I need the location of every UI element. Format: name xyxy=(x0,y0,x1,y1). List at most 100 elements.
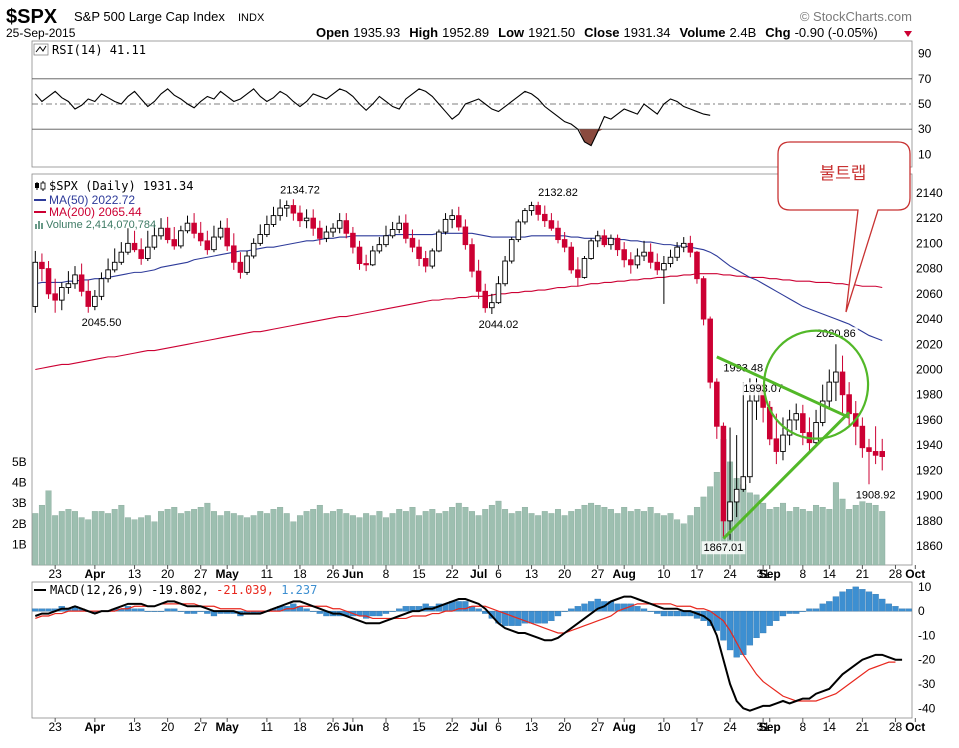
macd-histogram-bar xyxy=(760,610,767,634)
price-tick-2: 1900 xyxy=(916,489,943,503)
candle xyxy=(839,355,846,414)
candle-body xyxy=(872,451,879,456)
candle xyxy=(522,208,528,225)
volume-bar xyxy=(528,513,535,566)
macd-histogram-bar xyxy=(508,610,515,626)
x-tick-21: 24 xyxy=(723,720,737,734)
candle xyxy=(866,438,872,485)
candle xyxy=(39,253,45,282)
price-tick-0: 1860 xyxy=(916,539,943,553)
candle xyxy=(383,225,389,248)
candle xyxy=(859,417,866,458)
candle-body xyxy=(661,263,667,271)
candle xyxy=(244,250,250,275)
macd-histogram-bar xyxy=(574,606,581,612)
macd-histogram-bar xyxy=(740,610,747,656)
candle-body xyxy=(508,239,515,262)
macd-legend-part-0: MACD(12,26,9) -19.802, xyxy=(50,583,216,597)
candle xyxy=(720,422,727,538)
volume-legend-icon xyxy=(35,221,43,229)
candle xyxy=(621,242,627,268)
macd-histogram-bar xyxy=(673,610,681,617)
candle-body xyxy=(65,283,72,288)
macd-histogram-bar xyxy=(501,610,509,626)
candle xyxy=(800,404,806,446)
price-tick-8: 2020 xyxy=(916,337,943,351)
candle xyxy=(45,261,52,299)
volume-bar xyxy=(555,509,561,566)
volume-bar xyxy=(290,521,297,566)
candle xyxy=(714,378,720,439)
volume-bar xyxy=(859,500,866,566)
candle xyxy=(826,369,833,408)
candle xyxy=(158,218,164,240)
macd-histogram-bar xyxy=(660,610,668,617)
macd-histogram-bar xyxy=(144,610,151,612)
candle-body xyxy=(422,258,429,267)
candle-body xyxy=(356,246,363,265)
candle-body xyxy=(145,246,151,259)
volume-bar xyxy=(746,492,753,566)
candle-body xyxy=(846,394,852,415)
candle xyxy=(793,403,799,431)
source-text: © StockCharts.com xyxy=(800,9,912,24)
x-tick-8: 26 xyxy=(326,720,340,734)
volume-bar xyxy=(363,513,370,566)
candle-body xyxy=(634,255,641,266)
symbol-text: $SPX xyxy=(6,6,58,28)
volume-bar xyxy=(852,504,859,566)
volume-bar xyxy=(237,515,244,566)
x-tick-19: 10 xyxy=(657,567,671,581)
volume-bar xyxy=(799,509,806,566)
volume-bar xyxy=(687,515,694,566)
macd-histogram-bar xyxy=(846,589,853,612)
x-tick-0: 23 xyxy=(48,720,62,734)
candle xyxy=(575,257,581,287)
volume-bar xyxy=(760,502,767,566)
macd-x-axis: 23 Apr 13 20 27 May 11 18 26 Jun 8 15 22 Jul 6 13 20 27 Au… xyxy=(48,718,925,734)
candle-body xyxy=(171,239,178,247)
x-tick-0: 23 xyxy=(48,567,62,581)
candle-body xyxy=(568,246,575,271)
candle-body xyxy=(647,251,654,263)
candle-body xyxy=(628,259,634,266)
candle-body xyxy=(350,232,356,248)
macd-histogram-bar xyxy=(164,608,171,612)
candle-body xyxy=(270,215,277,225)
candle xyxy=(237,252,244,279)
volume-bar xyxy=(383,517,389,566)
volume-bar xyxy=(376,511,383,566)
candle xyxy=(700,276,707,326)
macd-histogram-bar xyxy=(402,606,409,612)
macd-legend: MACD(12,26,9) -19.802, -21.039, 1.237 xyxy=(34,583,317,597)
volume-bar xyxy=(674,519,681,566)
x-tick-11: 15 xyxy=(412,720,426,734)
volume-bar xyxy=(508,513,515,566)
x-tick-3: 20 xyxy=(161,567,175,581)
volume-bar xyxy=(846,509,853,566)
volume-bar xyxy=(52,515,59,566)
rsi-legend-icon xyxy=(33,43,49,56)
candle xyxy=(111,248,118,273)
x-tick-20: 17 xyxy=(690,720,704,734)
macd-histogram-bar xyxy=(898,608,906,612)
price-tick-3: 1920 xyxy=(916,463,943,477)
candle xyxy=(283,200,290,217)
candle-body xyxy=(52,293,58,301)
candle-body xyxy=(59,287,65,301)
candle-body xyxy=(542,213,548,222)
candle-body xyxy=(700,278,707,320)
candle-body xyxy=(283,205,290,209)
candle xyxy=(601,229,608,248)
candle-body xyxy=(561,239,568,248)
rsi-tick-0: 10 xyxy=(918,147,932,161)
macd-histogram-bar xyxy=(548,610,555,622)
candle-body xyxy=(456,215,462,228)
candle xyxy=(224,218,230,251)
volume-bar xyxy=(614,513,621,566)
candle-body xyxy=(416,246,422,259)
x-tick-15: 13 xyxy=(525,720,539,734)
macd-histogram-bar xyxy=(852,586,859,612)
candle xyxy=(409,229,416,253)
